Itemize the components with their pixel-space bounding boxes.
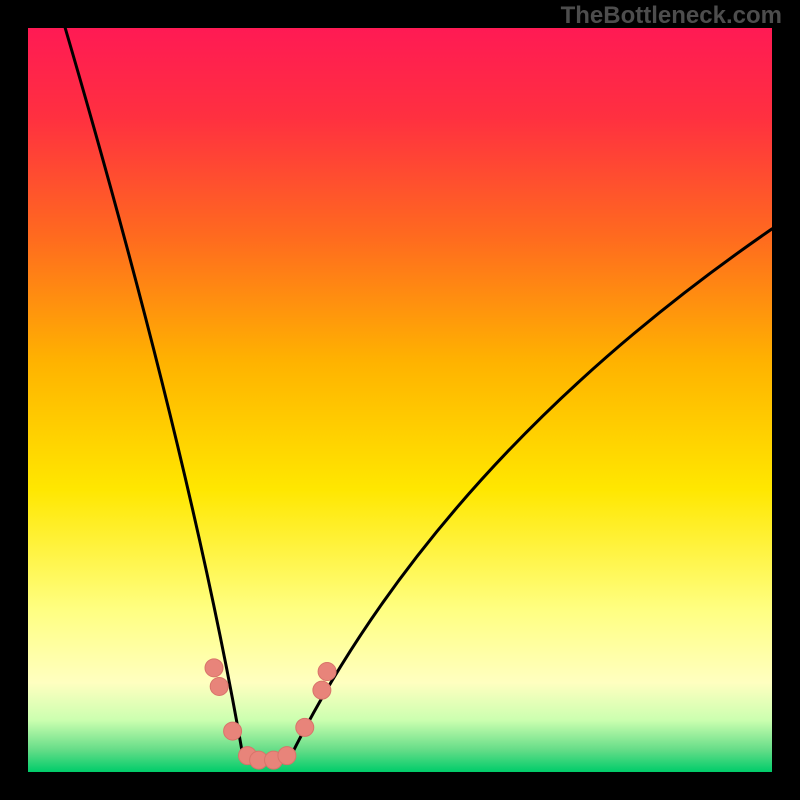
watermark-text: TheBottleneck.com — [561, 2, 782, 30]
data-marker — [313, 681, 331, 699]
data-marker — [296, 718, 314, 736]
marker-group — [205, 659, 336, 769]
curve-layer — [28, 28, 772, 772]
plot-area — [28, 28, 772, 772]
data-marker — [318, 663, 336, 681]
data-marker — [210, 677, 228, 695]
data-marker — [205, 659, 223, 677]
chart-container: TheBottleneck.com — [0, 0, 800, 800]
bottleneck-curve — [65, 28, 772, 762]
data-marker — [278, 747, 296, 765]
data-marker — [224, 722, 242, 740]
